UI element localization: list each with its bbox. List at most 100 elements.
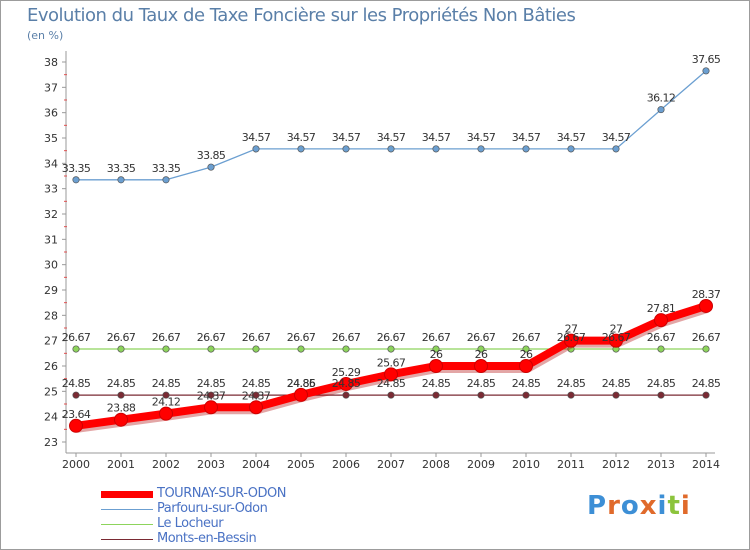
data-label: 33.35 <box>62 162 91 175</box>
data-point <box>252 345 260 353</box>
data-point <box>699 298 713 313</box>
logo-letter: x <box>639 491 658 521</box>
data-label: 24.85 <box>287 377 316 390</box>
data-point <box>342 345 350 353</box>
data-point <box>612 145 620 153</box>
data-label: 25.29 <box>332 366 361 379</box>
data-label: 36.12 <box>647 92 676 105</box>
proxiti-logo: Proxiti <box>587 491 691 521</box>
data-point <box>207 163 215 171</box>
x-tick-label: 2005 <box>287 458 315 471</box>
data-label: 26.67 <box>422 331 451 344</box>
legend-swatch <box>101 491 153 498</box>
x-tick-label: 2014 <box>692 458 720 471</box>
data-label: 24.85 <box>107 377 136 390</box>
data-point <box>657 106 665 114</box>
data-label: 28.37 <box>692 288 721 301</box>
data-point <box>564 333 578 348</box>
data-point <box>162 345 170 353</box>
data-label: 24.85 <box>557 377 586 390</box>
data-label: 26.67 <box>197 331 226 344</box>
data-label: 33.35 <box>152 162 181 175</box>
data-point <box>162 176 170 184</box>
data-point <box>72 176 80 184</box>
data-label: 26.67 <box>557 331 586 344</box>
data-label: 34.57 <box>512 131 541 144</box>
x-tick-label: 2000 <box>62 458 90 471</box>
legend-entry: Monts-en-Bessin <box>101 531 401 547</box>
data-point <box>117 345 125 353</box>
data-label: 24.85 <box>377 377 406 390</box>
data-label: 27 <box>565 323 578 336</box>
data-point <box>294 387 308 402</box>
logo-letter: t <box>667 491 681 521</box>
data-label: 34.57 <box>467 131 496 144</box>
data-point <box>72 391 80 399</box>
x-tick-label: 2012 <box>602 458 630 471</box>
data-point <box>252 145 260 153</box>
data-point <box>297 145 305 153</box>
x-tick-label: 2003 <box>197 458 225 471</box>
data-label: 26.67 <box>62 331 91 344</box>
y-tick-label: 35 <box>44 132 58 145</box>
data-point <box>387 145 395 153</box>
data-label: 24.85 <box>512 377 541 390</box>
logo-letter: P <box>587 491 608 521</box>
data-point <box>114 412 128 427</box>
data-label: 26.67 <box>692 331 721 344</box>
data-label: 24.85 <box>422 377 451 390</box>
data-label: 26.67 <box>602 331 631 344</box>
data-label: 34.57 <box>557 131 586 144</box>
data-label: 27 <box>610 323 623 336</box>
data-label: 24.85 <box>467 377 496 390</box>
data-label: 26 <box>430 348 443 361</box>
legend-entry: TOURNAY-SUR-ODON <box>101 486 401 502</box>
legend-label: Le Locheur <box>157 516 224 531</box>
data-label: 34.57 <box>332 131 361 144</box>
legend-swatch <box>101 509 153 510</box>
data-label: 24.85 <box>647 377 676 390</box>
data-point <box>297 345 305 353</box>
data-point <box>117 176 125 184</box>
data-point <box>657 391 665 399</box>
legend-label: TOURNAY-SUR-ODON <box>157 486 286 501</box>
data-point <box>432 391 440 399</box>
data-point <box>522 345 530 353</box>
data-label: 27.81 <box>647 302 676 315</box>
legend-entry: Le Locheur <box>101 516 401 532</box>
data-point <box>387 391 395 399</box>
data-point <box>567 391 575 399</box>
data-label: 33.35 <box>107 162 136 175</box>
data-point <box>339 376 353 391</box>
y-tick-label: 36 <box>44 107 58 120</box>
y-tick-label: 26 <box>44 360 58 373</box>
data-label: 26 <box>475 348 488 361</box>
data-label: 26.67 <box>512 331 541 344</box>
data-point <box>162 391 170 399</box>
x-tick-label: 2009 <box>467 458 495 471</box>
logo-letter: o <box>620 491 640 521</box>
data-point <box>252 391 260 399</box>
data-point <box>117 391 125 399</box>
data-label: 37.65 <box>692 53 721 66</box>
logo-letter: i <box>680 491 691 521</box>
data-point <box>474 359 488 373</box>
legend-swatch <box>101 539 153 540</box>
data-label: 26.67 <box>332 331 361 344</box>
data-label: 34.57 <box>377 131 406 144</box>
data-label: 34.57 <box>422 131 451 144</box>
logo-letter: r <box>607 491 621 521</box>
data-label: 26.67 <box>287 331 316 344</box>
data-point <box>72 345 80 353</box>
y-tick-label: 29 <box>44 284 58 297</box>
chart-title: Evolution du Taux de Taxe Foncière sur l… <box>27 5 576 26</box>
data-point <box>159 406 173 421</box>
data-label: 24.86 <box>287 377 316 390</box>
data-point <box>384 367 398 382</box>
data-point <box>657 345 665 353</box>
data-label: 24.85 <box>602 377 631 390</box>
legend-entry: Parfouru-sur-Odon <box>101 501 401 517</box>
data-point <box>342 391 350 399</box>
y-tick-label: 27 <box>44 335 58 348</box>
